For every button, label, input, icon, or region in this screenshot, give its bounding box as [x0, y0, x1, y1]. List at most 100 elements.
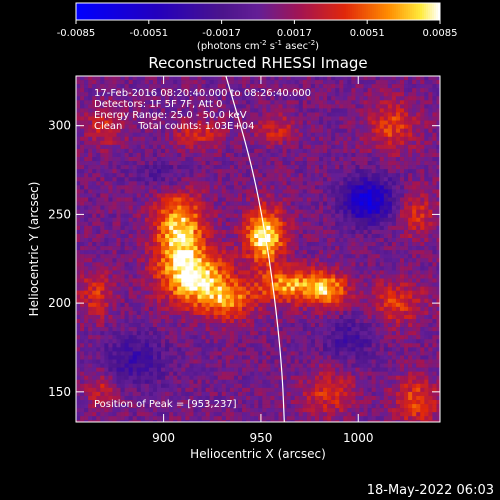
heatmap-pixel [302, 169, 308, 174]
colorbar-swatch [160, 3, 163, 20]
heatmap-pixel [104, 290, 109, 296]
heatmap-pixel [266, 80, 271, 85]
heatmap-pixel [136, 242, 142, 247]
heatmap-pixel [379, 209, 385, 215]
heatmap-pixel [205, 148, 210, 154]
heatmap-pixel [148, 148, 154, 154]
heatmap-pixel [351, 225, 356, 231]
heatmap-pixel [238, 173, 243, 178]
heatmap-pixel [100, 266, 105, 271]
heatmap-pixel [92, 233, 97, 239]
heatmap-pixel [193, 258, 198, 263]
heatmap-pixel [80, 96, 85, 101]
heatmap-pixel [351, 286, 356, 291]
colorbar-swatch [76, 3, 79, 20]
heatmap-pixel [116, 197, 121, 202]
heatmap-pixel [201, 104, 206, 109]
heatmap-pixel [298, 144, 304, 150]
heatmap-pixel [383, 213, 389, 219]
heatmap-pixel [205, 157, 210, 162]
heatmap-pixel [412, 96, 417, 101]
heatmap-pixel [331, 84, 336, 89]
heatmap-pixel [339, 132, 344, 138]
heatmap-pixel [302, 217, 308, 223]
heatmap-pixel [120, 229, 125, 235]
heatmap-pixel [157, 242, 162, 247]
heatmap-pixel [80, 185, 85, 190]
heatmap-pixel [436, 225, 440, 231]
heatmap-pixel [294, 201, 300, 206]
heatmap-pixel [290, 112, 296, 117]
heatmap-pixel [266, 205, 271, 210]
heatmap-pixel [262, 254, 267, 259]
heatmap-pixel [270, 274, 275, 279]
heatmap-pixel [152, 270, 158, 275]
heatmap-pixel [144, 238, 150, 243]
heatmap-pixel [96, 80, 101, 85]
heatmap-pixel [371, 229, 377, 235]
heatmap-pixel [314, 108, 320, 113]
heatmap-pixel [201, 286, 206, 291]
heatmap-pixel [221, 233, 227, 239]
heatmap-pixel [246, 132, 251, 138]
heatmap-pixel [108, 290, 113, 296]
heatmap-pixel [371, 189, 377, 194]
heatmap-pixel [246, 96, 251, 101]
colorbar-swatch [434, 3, 437, 20]
colorbar-swatch [224, 3, 227, 20]
heatmap-pixel [258, 233, 263, 239]
heatmap-pixel [331, 96, 336, 101]
heatmap-pixel [371, 116, 377, 121]
heatmap-pixel [323, 140, 328, 146]
heatmap-pixel [140, 205, 146, 210]
heatmap-pixel [335, 112, 340, 117]
heatmap-pixel [298, 213, 304, 219]
heatmap-pixel [331, 169, 336, 174]
heatmap-pixel [355, 242, 360, 247]
colorbar-swatch [286, 3, 289, 20]
heatmap-pixel [375, 258, 381, 263]
heatmap-pixel [302, 262, 308, 267]
heatmap-pixel [120, 132, 125, 138]
heatmap-pixel [391, 112, 397, 117]
heatmap-pixel [258, 148, 263, 154]
heatmap-pixel [132, 233, 138, 239]
heatmap-pixel [314, 250, 320, 255]
heatmap-pixel [165, 161, 170, 166]
heatmap-pixel [420, 84, 425, 89]
heatmap-pixel [242, 132, 247, 138]
colorbar-swatch [348, 3, 351, 20]
heatmap-pixel [128, 274, 134, 279]
heatmap-pixel [339, 221, 344, 227]
heatmap-pixel [274, 148, 279, 154]
heatmap-pixel [229, 140, 235, 146]
heatmap-pixel [347, 120, 352, 125]
heatmap-pixel [161, 161, 166, 166]
heatmap-pixel [177, 233, 182, 239]
heatmap-pixel [387, 120, 393, 125]
heatmap-pixel [331, 286, 336, 291]
heatmap-pixel [152, 165, 158, 170]
heatmap-pixel [169, 238, 174, 243]
heatmap-pixel [165, 108, 170, 113]
heatmap-pixel [84, 181, 89, 186]
heatmap-pixel [424, 100, 429, 105]
heatmap-pixel [343, 177, 348, 182]
heatmap-pixel [258, 88, 263, 93]
heatmap-pixel [116, 132, 121, 138]
heatmap-pixel [379, 144, 385, 150]
heatmap-pixel [238, 254, 243, 259]
heatmap-pixel [201, 161, 206, 166]
heatmap-pixel [278, 238, 283, 243]
heatmap-pixel [120, 286, 125, 291]
heatmap-pixel [124, 92, 129, 97]
heatmap-pixel [124, 197, 129, 202]
heatmap-pixel [355, 217, 360, 223]
heatmap-pixel [205, 225, 210, 231]
colorbar-tick-label: -0.0085 [57, 28, 96, 39]
heatmap-pixel [132, 193, 138, 198]
heatmap-pixel [286, 286, 291, 291]
heatmap-pixel [436, 246, 440, 251]
heatmap-pixel [205, 278, 210, 283]
heatmap-pixel [347, 116, 352, 121]
